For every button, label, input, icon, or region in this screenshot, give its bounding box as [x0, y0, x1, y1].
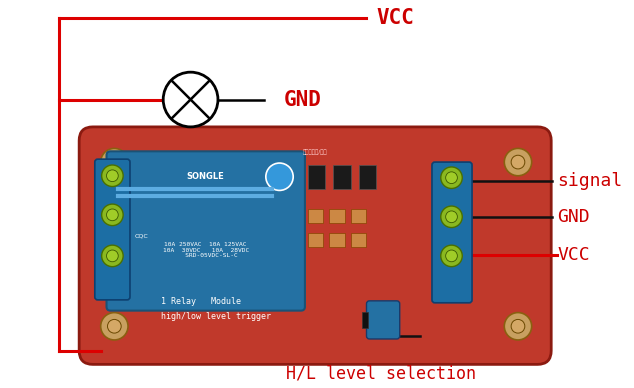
FancyBboxPatch shape	[95, 159, 130, 300]
Circle shape	[511, 155, 525, 169]
Circle shape	[446, 172, 457, 184]
Circle shape	[101, 204, 123, 225]
Circle shape	[163, 72, 218, 127]
Circle shape	[107, 170, 119, 182]
Circle shape	[101, 245, 123, 267]
Bar	[361, 312, 368, 328]
Bar	[308, 165, 325, 189]
Text: 1 Relay   Module: 1 Relay Module	[161, 297, 242, 307]
Text: GND: GND	[557, 208, 590, 226]
Circle shape	[441, 206, 462, 227]
Text: VCC: VCC	[376, 9, 414, 28]
Text: CQC: CQC	[135, 233, 148, 238]
FancyBboxPatch shape	[366, 301, 399, 339]
Bar	[329, 209, 345, 223]
Circle shape	[441, 245, 462, 267]
Text: 永磁止电路/防窜: 永磁止电路/防窜	[303, 149, 328, 155]
Circle shape	[446, 211, 457, 223]
Text: high/low level trigger: high/low level trigger	[161, 312, 271, 321]
Bar	[351, 234, 366, 247]
Circle shape	[441, 167, 462, 189]
Text: signal: signal	[557, 171, 623, 190]
Bar	[308, 234, 323, 247]
Circle shape	[108, 155, 121, 169]
FancyBboxPatch shape	[79, 127, 551, 364]
Circle shape	[446, 250, 457, 262]
FancyBboxPatch shape	[432, 162, 472, 303]
Circle shape	[101, 165, 123, 187]
Text: VCC: VCC	[557, 246, 590, 264]
Text: SONGLE: SONGLE	[187, 172, 224, 181]
Bar	[359, 165, 376, 189]
Circle shape	[107, 209, 119, 221]
Circle shape	[107, 250, 119, 262]
Circle shape	[266, 163, 293, 191]
Bar	[351, 209, 366, 223]
Circle shape	[101, 148, 128, 176]
Text: 10A 250VAC  10A 125VAC
10A  30VDC   10A  28VDC
   SRD-05VDC-SL-C: 10A 250VAC 10A 125VAC 10A 30VDC 10A 28VD…	[162, 242, 249, 258]
Text: GND: GND	[283, 90, 321, 109]
Circle shape	[504, 148, 532, 176]
Text: H/L level selection: H/L level selection	[286, 364, 476, 382]
Circle shape	[511, 319, 525, 333]
FancyBboxPatch shape	[107, 151, 305, 311]
Bar	[329, 234, 345, 247]
Bar	[308, 209, 323, 223]
Circle shape	[101, 313, 128, 340]
Circle shape	[108, 319, 121, 333]
Circle shape	[504, 313, 532, 340]
Bar	[333, 165, 351, 189]
